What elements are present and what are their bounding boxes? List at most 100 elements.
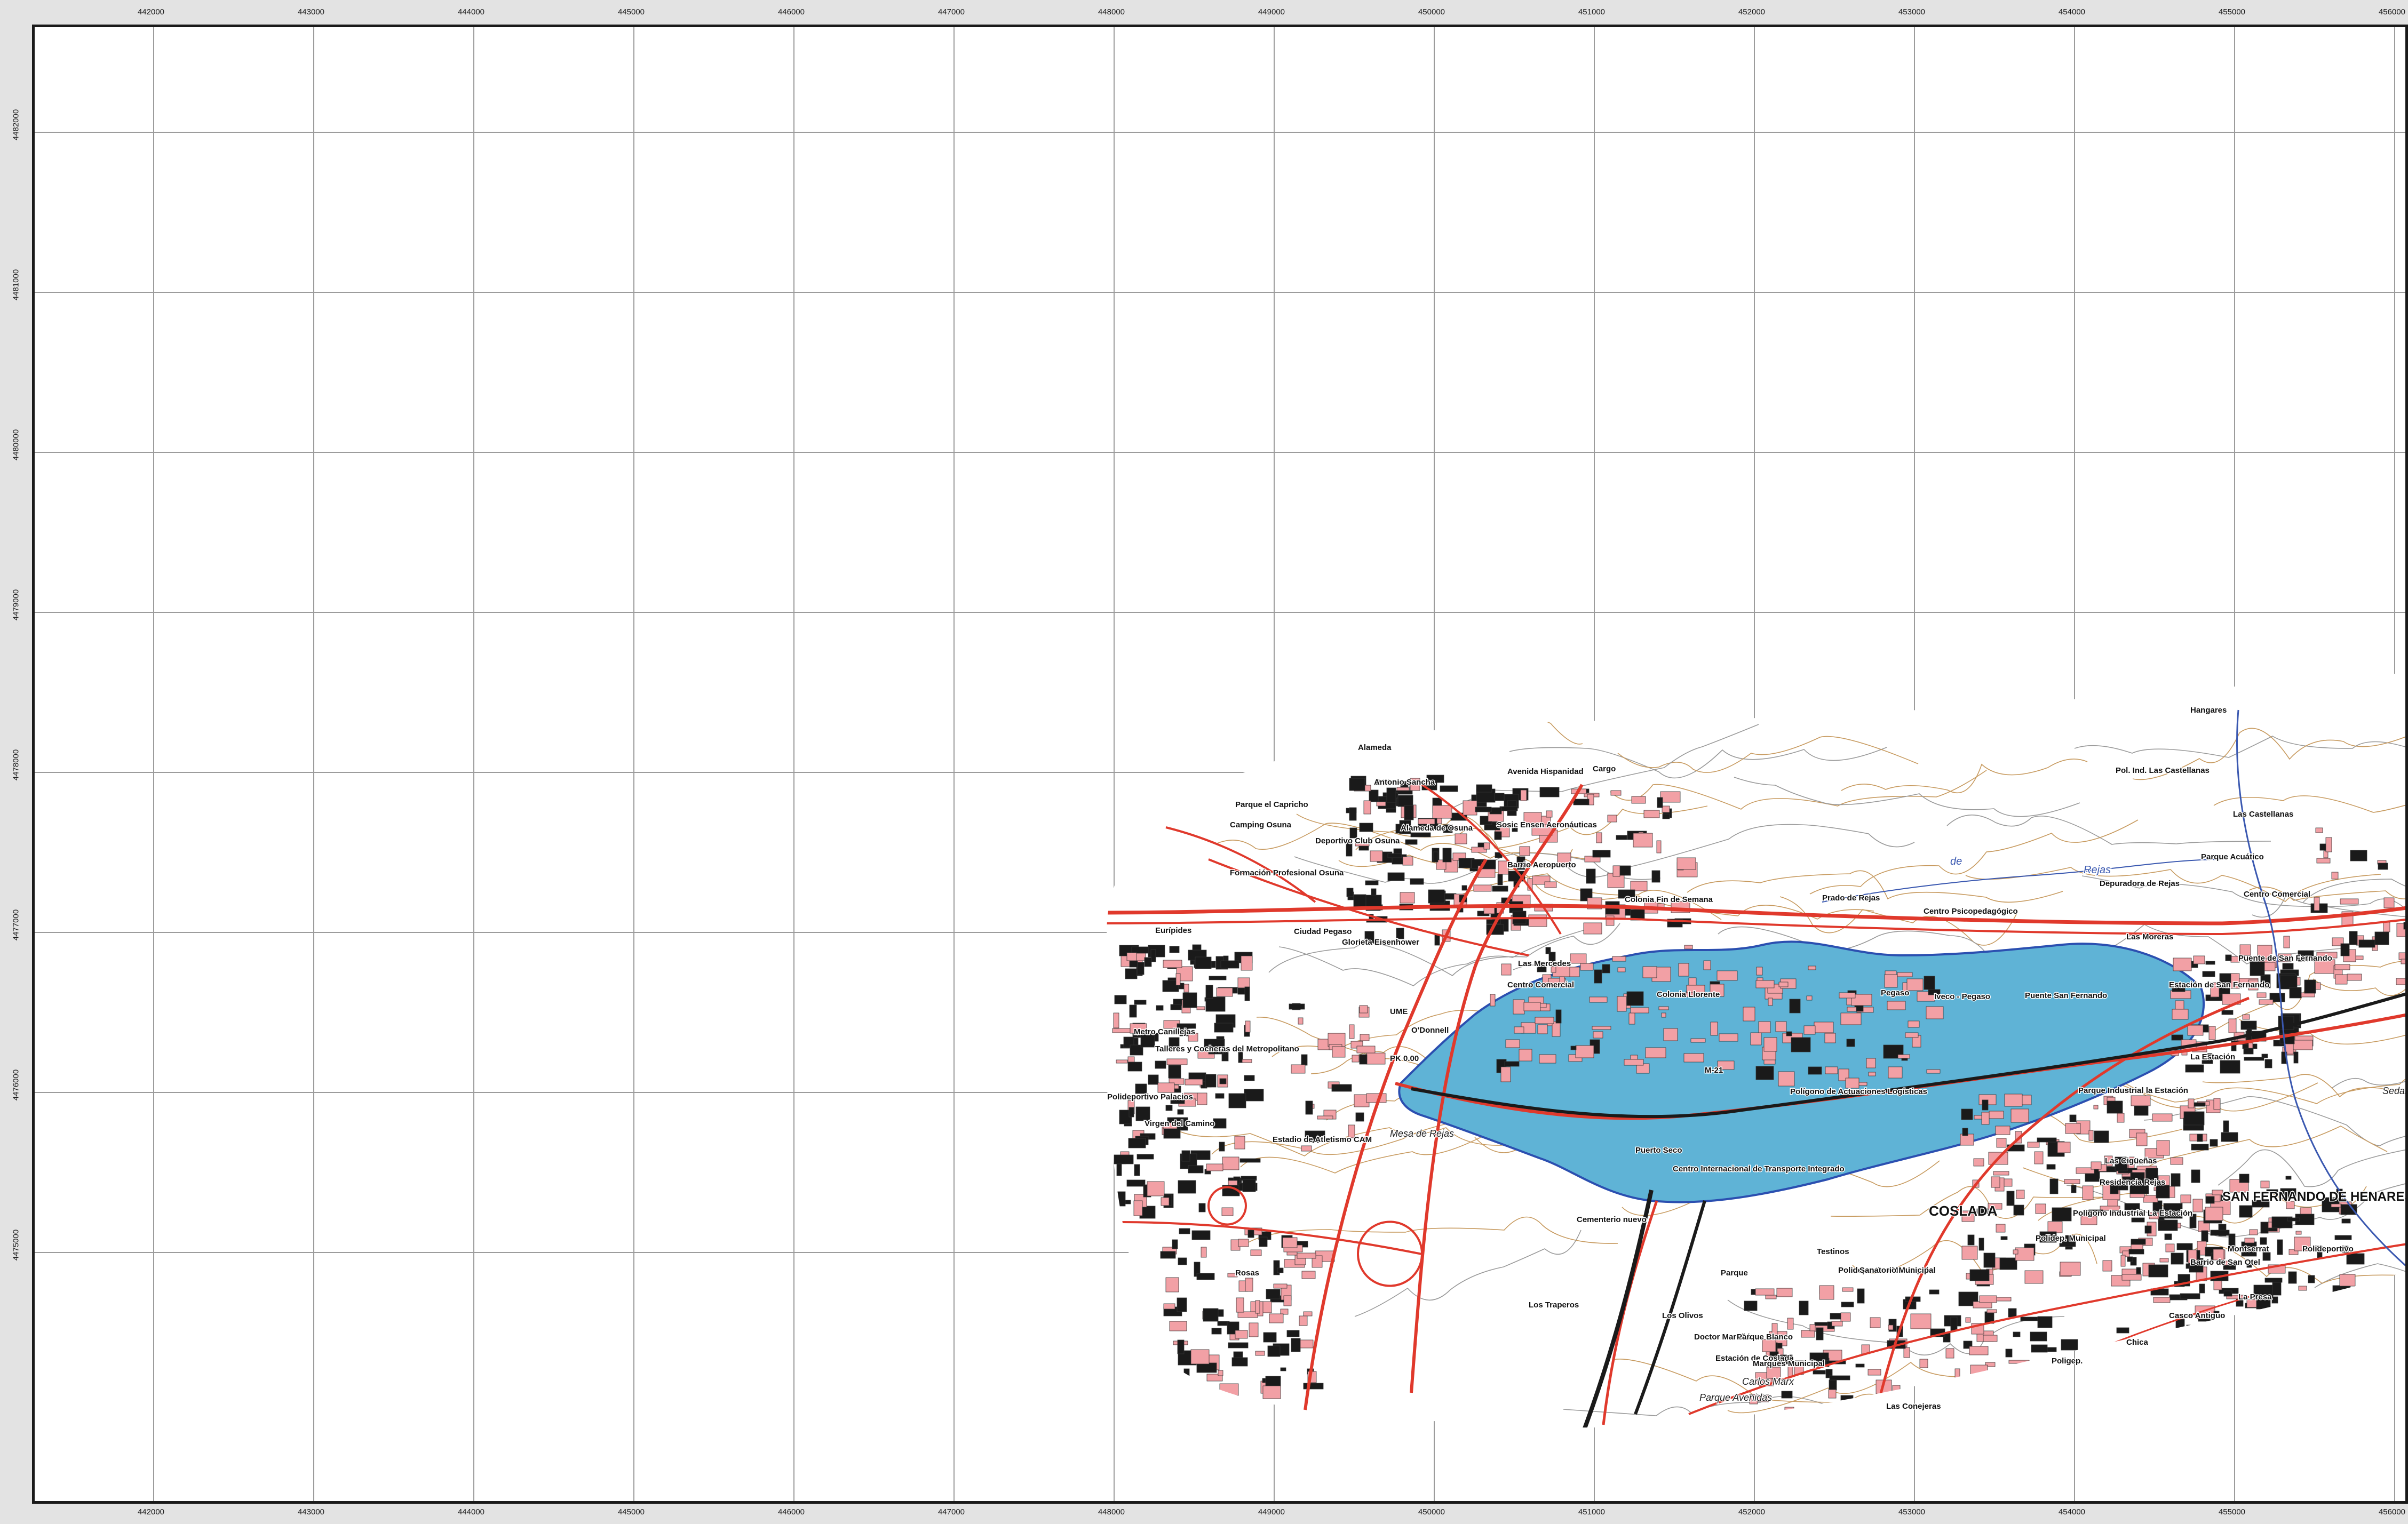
building [1162,980,1179,992]
building [2102,1260,2112,1272]
building [1177,1339,1185,1354]
building [1926,1069,1941,1074]
building [2069,1114,2077,1122]
building [1628,1012,1635,1025]
place-label: Colonia Fin de Semana [1625,895,1713,904]
building [2288,1249,2299,1255]
building [2210,1230,2230,1236]
building [1513,999,1525,1015]
building [2324,1348,2344,1363]
building [1799,1300,1809,1315]
building [1596,832,1602,843]
building [1305,1130,1325,1143]
building [1348,1124,1355,1138]
x-tick-label-bottom: 452000 [1738,1507,1766,1517]
building [1241,955,1253,971]
building [2064,1179,2080,1184]
building [1768,998,1773,1006]
building [2269,1330,2288,1336]
x-tick-label-bottom: 447000 [937,1507,965,1517]
building [1228,1342,1249,1349]
building [1259,1236,1268,1247]
building [2286,1310,2307,1318]
building [2278,1313,2295,1320]
building [2002,1410,2014,1417]
place-label: Poligep. [2052,1357,2083,1366]
building [1630,1007,1649,1014]
building [2005,1349,2013,1358]
building [1219,1383,1239,1396]
building [2334,1235,2352,1240]
building [2131,1217,2145,1223]
building [2008,1360,2030,1364]
building [1969,1394,1980,1410]
place-label: Barrio Aeropuerto [1507,860,1576,869]
building [2035,1372,2055,1383]
place-label: Estación de Coslada [1715,1354,1794,1363]
building [1784,1407,1794,1421]
map-frame[interactable]: Hangares Alameda Cargo Parque el Capricho An… [32,25,2408,1504]
place-label: La Presa [2238,1292,2272,1302]
building [1395,824,1402,834]
x-tick-label-top: 445000 [617,7,645,17]
building [2331,872,2339,880]
building [2031,1416,2039,1426]
building [1656,840,1662,853]
building [2264,1059,2272,1068]
building [2307,1303,2316,1312]
x-tick-label-bottom: 456000 [2378,1507,2406,1517]
contour-path [2328,1362,2405,1428]
place-label: Metro Canillejas [1134,1027,1195,1036]
building [2183,1111,2205,1126]
track-path [2081,875,2405,936]
building [2189,1214,2197,1228]
building [2180,1194,2191,1203]
building [1440,785,1458,792]
building [1765,1295,1777,1299]
building [2003,1376,2017,1383]
building [2136,1132,2148,1146]
building [1750,1032,1762,1046]
x-tick-label-bottom: 454000 [2058,1507,2086,1517]
building [1490,994,1496,1007]
building [1249,1322,1259,1337]
building [1618,889,1635,899]
building [2342,1246,2349,1253]
building [1355,1112,1364,1122]
building [1161,1197,1170,1206]
building [1516,856,1525,870]
x-tick-label-bottom: 444000 [457,1507,485,1517]
building [1376,801,1386,807]
building [2146,1354,2153,1362]
building [2100,1206,2120,1211]
building [1839,1415,1851,1422]
building [1840,1012,1862,1025]
building [1366,1093,1387,1103]
building [2263,1338,2270,1347]
building [1269,1313,1284,1323]
building [2057,1415,2063,1422]
building [1993,1395,2005,1402]
building [2148,1264,2168,1278]
place-label: Formación Profesional Osuna [1230,868,1344,877]
building [2185,1352,2202,1358]
building [1842,1287,1854,1292]
building [1170,1004,1182,1010]
building [2065,1123,2081,1134]
place-label: Las Conejeras [1886,1402,1941,1411]
building [1227,1273,1238,1278]
building [1418,818,1435,825]
building [2340,898,2359,905]
building [2223,1260,2240,1266]
map-canvas[interactable]: Hangares Alameda Cargo Parque el Capricho An… [35,27,2408,1504]
place-label: Deportivo Club Osuna [1315,836,1400,845]
building [1297,1252,1316,1259]
building [1433,851,1439,863]
building [2337,1334,2350,1343]
building [1198,1203,1206,1212]
building [1263,1332,1277,1343]
building [2210,1139,2218,1147]
building [1127,1062,1142,1072]
place-label: Parque Acuático [2201,852,2264,861]
building [1809,1352,1829,1361]
